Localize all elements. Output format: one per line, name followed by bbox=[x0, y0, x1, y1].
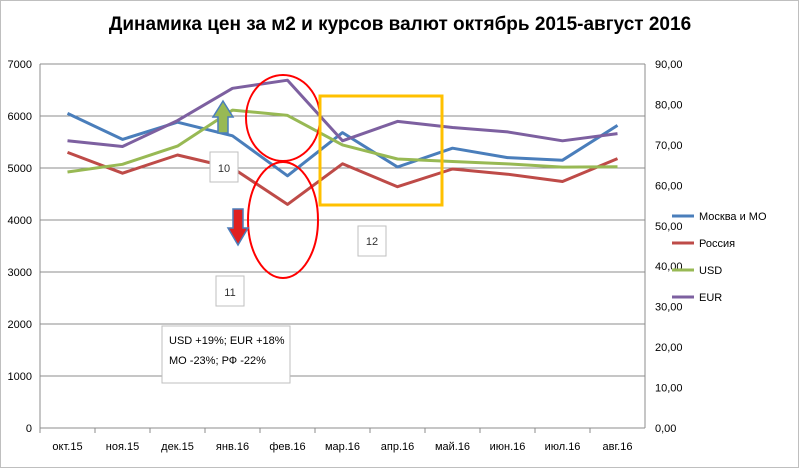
series-line-3 bbox=[67, 108, 618, 174]
note-box bbox=[161, 325, 291, 384]
highlight-ellipse-bottom bbox=[247, 161, 319, 279]
annotations: 10 11 12 USD +19%; EUR +18% МО -23%; РФ … bbox=[161, 74, 444, 384]
y-left-tick-label: 7000 bbox=[8, 59, 32, 71]
label-box-11 bbox=[215, 275, 245, 307]
gridlines bbox=[39, 63, 646, 429]
x-tick-label: июн.16 bbox=[490, 441, 526, 453]
note-line-1: USD +19%; EUR +18% bbox=[169, 335, 285, 347]
legend: Москва и МО Россия USD EUR bbox=[672, 211, 767, 304]
x-tick-label: ноя.15 bbox=[106, 441, 139, 453]
y-left-tick-label: 3000 bbox=[8, 267, 32, 279]
legend-label: Москва и МО bbox=[699, 211, 767, 223]
y-right-tick-label: 10,00 bbox=[655, 383, 683, 395]
label-11: 11 bbox=[224, 287, 235, 299]
x-tick-label: дек.15 bbox=[161, 441, 194, 453]
x-tick-label: фев.16 bbox=[269, 441, 305, 453]
right-axis-ticks: 0,0010,0020,0030,0040,0050,0060,0070,008… bbox=[655, 59, 683, 435]
y-left-tick-label: 2000 bbox=[8, 319, 32, 331]
x-tick-label: авг.16 bbox=[603, 441, 633, 453]
series-line-4 bbox=[67, 78, 618, 148]
x-tick-label: май.16 bbox=[435, 441, 470, 453]
label-10: 10 bbox=[218, 163, 230, 175]
y-left-tick-label: 4000 bbox=[8, 215, 32, 227]
x-axis-ticks: окт.15 ноя.15 дек.15 янв.16 фев.16 мар.16 апр.… bbox=[39, 428, 633, 453]
note-line-2: МО -23%; РФ -22% bbox=[169, 355, 266, 367]
label-box-10 bbox=[209, 151, 239, 183]
label-12: 12 bbox=[366, 236, 378, 248]
x-tick-label: окт.15 bbox=[52, 441, 82, 453]
x-tick-label: апр.16 bbox=[381, 441, 414, 453]
series-line-2 bbox=[66, 150, 619, 206]
x-tick-label: янв.16 bbox=[216, 441, 249, 453]
y-right-tick-label: 70,00 bbox=[655, 140, 683, 152]
series-lines bbox=[66, 78, 619, 206]
y-right-tick-label: 0,00 bbox=[655, 423, 676, 435]
y-left-tick-label: 1000 bbox=[8, 371, 32, 383]
left-axis-ticks: 0 1000 2000 3000 4000 5000 6000 7000 bbox=[8, 59, 32, 435]
arrow-down-icon bbox=[226, 208, 250, 247]
label-box-12 bbox=[357, 225, 387, 257]
legend-label: USD bbox=[699, 265, 722, 277]
chart-title: Динамика цен за м2 и курсов валют октябр… bbox=[109, 14, 691, 35]
arrow-up-icon bbox=[211, 99, 235, 134]
legend-label: EUR bbox=[699, 292, 722, 304]
y-left-tick-label: 5000 bbox=[8, 163, 32, 175]
y-right-tick-label: 60,00 bbox=[655, 180, 683, 192]
x-tick-label: июл.16 bbox=[545, 441, 581, 453]
x-tick-label: мар.16 bbox=[325, 441, 360, 453]
y-right-tick-label: 30,00 bbox=[655, 302, 683, 314]
y-right-tick-label: 20,00 bbox=[655, 342, 683, 354]
y-left-tick-label: 6000 bbox=[8, 111, 32, 123]
y-right-tick-label: 90,00 bbox=[655, 59, 683, 71]
y-right-tick-label: 80,00 bbox=[655, 99, 683, 111]
y-right-tick-label: 50,00 bbox=[655, 221, 683, 233]
legend-label: Россия bbox=[699, 238, 735, 250]
highlight-rectangle bbox=[318, 94, 444, 207]
y-left-tick-label: 0 bbox=[26, 423, 32, 435]
